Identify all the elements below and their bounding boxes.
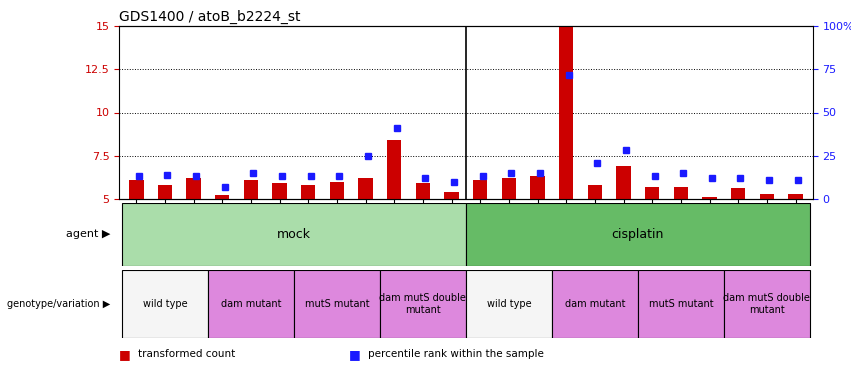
Text: ■: ■ [119,348,131,361]
Bar [301,185,316,199]
Text: mutS mutant: mutS mutant [648,299,713,309]
Bar [724,270,810,338]
Bar [788,194,802,199]
Bar [416,183,430,199]
Bar [552,270,638,338]
Bar [760,194,774,199]
Text: agent ▶: agent ▶ [66,230,111,239]
Text: dam mutant: dam mutant [565,299,625,309]
Bar [272,183,287,199]
Bar [380,270,466,338]
Bar [731,188,745,199]
Bar [502,178,516,199]
Text: GDS1400 / atoB_b2224_st: GDS1400 / atoB_b2224_st [119,10,300,24]
Bar [638,270,724,338]
Bar [465,202,810,266]
Bar [387,140,402,199]
Text: genotype/variation ▶: genotype/variation ▶ [8,299,111,309]
Bar [473,180,488,199]
Bar [208,270,294,338]
Text: percentile rank within the sample: percentile rank within the sample [368,350,544,359]
Bar [465,270,552,338]
Text: dam mutS double
mutant: dam mutS double mutant [380,293,466,315]
Bar [215,195,230,199]
Bar [702,197,717,199]
Bar [186,178,201,199]
Text: mutS mutant: mutS mutant [305,299,369,309]
Text: wild type: wild type [487,299,531,309]
Text: dam mutS double
mutant: dam mutS double mutant [723,293,810,315]
Bar [530,176,545,199]
Bar [645,187,660,199]
Bar [444,192,459,199]
Bar [674,187,688,199]
Bar [243,180,258,199]
Bar [588,185,602,199]
Bar [157,185,172,199]
Text: wild type: wild type [143,299,187,309]
Text: ■: ■ [349,348,361,361]
Bar [294,270,380,338]
Text: dam mutant: dam mutant [220,299,281,309]
Bar [129,180,144,199]
Text: mock: mock [277,228,311,241]
Bar [330,182,344,199]
Bar [559,26,574,199]
Text: transformed count: transformed count [138,350,235,359]
Text: cisplatin: cisplatin [612,228,664,241]
Bar [358,178,373,199]
Bar [616,166,631,199]
Bar [122,270,208,338]
Bar [122,202,466,266]
